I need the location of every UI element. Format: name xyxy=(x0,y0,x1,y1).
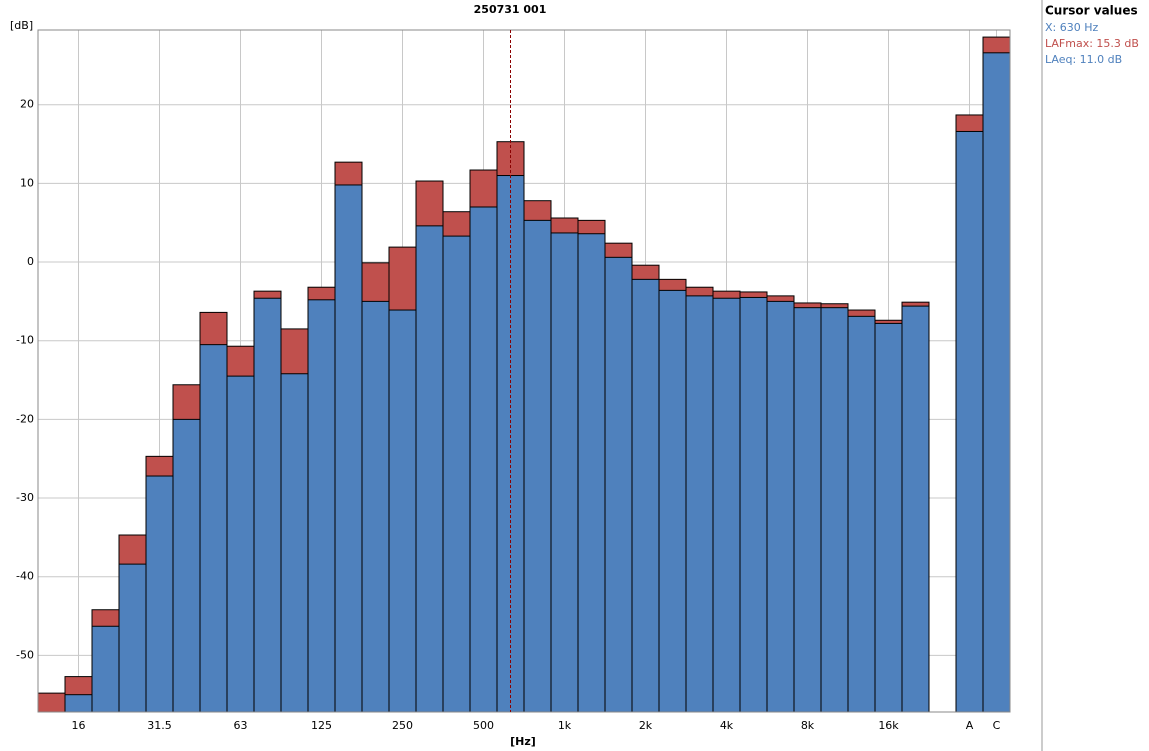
bar xyxy=(388,309,417,713)
x-tick-label: 250 xyxy=(392,719,413,732)
bar xyxy=(793,307,822,713)
bar xyxy=(37,692,66,713)
x-tick-label: 16 xyxy=(72,719,86,732)
bar xyxy=(739,296,768,713)
bar xyxy=(91,625,120,713)
bar xyxy=(577,233,606,713)
x-axis-label: [Hz] xyxy=(510,735,536,748)
y-axis-label: [dB] xyxy=(10,19,33,32)
bar xyxy=(658,289,687,713)
y-tick-label: -40 xyxy=(16,570,34,583)
cursor-value: LAeq: 11.0 dB xyxy=(1045,53,1122,66)
bar xyxy=(199,344,228,713)
bar xyxy=(145,475,174,713)
y-tick-label: 20 xyxy=(20,98,34,111)
plot-frame xyxy=(37,29,1011,713)
bar xyxy=(820,307,849,713)
cursor-value: LAFmax: 15.3 dB xyxy=(1045,37,1139,50)
bar xyxy=(766,300,795,713)
y-tick-label: 10 xyxy=(20,176,34,189)
bar xyxy=(847,315,876,713)
bar xyxy=(550,232,579,713)
x-tick-label: 4k xyxy=(720,719,734,732)
y-tick-label: -10 xyxy=(16,334,34,347)
x-tick-label: 8k xyxy=(801,719,815,732)
bar xyxy=(64,694,93,713)
bar xyxy=(361,300,390,713)
bar xyxy=(118,563,147,713)
x-tick-label: 2k xyxy=(639,719,653,732)
bar xyxy=(280,373,309,713)
x-tick-label: 16k xyxy=(878,719,899,732)
bar xyxy=(955,130,984,713)
bar xyxy=(415,225,444,713)
x-tick-label: 500 xyxy=(473,719,494,732)
bar xyxy=(442,235,471,713)
y-tick-label: -20 xyxy=(16,412,34,425)
x-tick-label: 63 xyxy=(234,719,248,732)
x-tick-label: 125 xyxy=(311,719,332,732)
bar xyxy=(604,256,633,713)
bar xyxy=(901,305,930,713)
x-tick-label: C xyxy=(993,719,1001,732)
bar xyxy=(307,299,336,713)
bar xyxy=(253,297,282,713)
x-tick-label: 1k xyxy=(558,719,572,732)
bar xyxy=(982,52,1011,713)
bar xyxy=(631,278,660,713)
bar xyxy=(172,418,201,713)
x-tick-label: A xyxy=(966,719,974,732)
bar xyxy=(523,219,552,713)
y-tick-label: 0 xyxy=(27,255,34,268)
chart-title: 250731 001 xyxy=(474,3,547,16)
cursor-value: X: 630 Hz xyxy=(1045,21,1099,34)
bar xyxy=(685,295,714,713)
y-tick-label: -30 xyxy=(16,491,34,504)
cursor-panel-title: Cursor values xyxy=(1045,4,1138,18)
bar xyxy=(469,206,498,713)
bar xyxy=(334,184,363,713)
x-tick-label: 31.5 xyxy=(147,719,172,732)
plot-area xyxy=(37,30,1011,713)
y-tick-label: -50 xyxy=(16,648,34,661)
bar xyxy=(712,297,741,713)
bar xyxy=(226,375,255,713)
bar xyxy=(874,322,903,713)
